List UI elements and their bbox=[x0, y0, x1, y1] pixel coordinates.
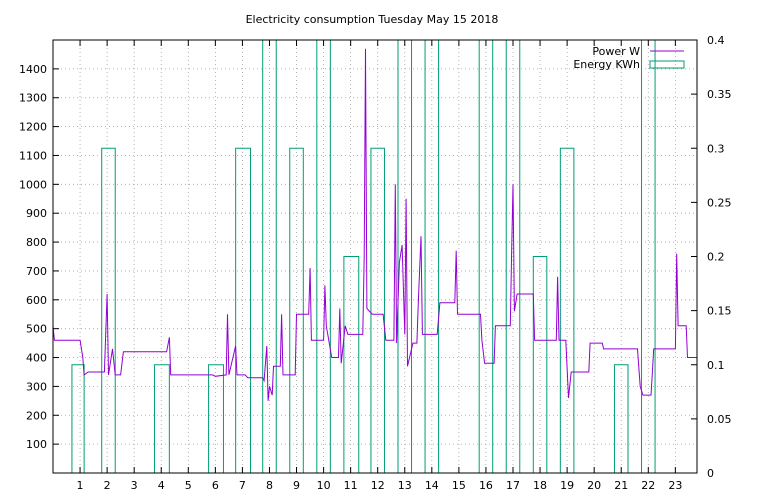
energy-bar bbox=[532, 256, 548, 473]
axes-layer: 1 2 3 4 5 6 7 8 9 10 11 12 13 14 15 16 17 18 19 20 21 22 23100… bbox=[19, 34, 732, 492]
energy-bar bbox=[71, 364, 85, 473]
y-tick-label: 700 bbox=[26, 265, 47, 278]
energy-bar bbox=[343, 256, 360, 473]
legend-label-power: Power W bbox=[592, 45, 640, 58]
x-tick-label: 22 bbox=[641, 479, 655, 492]
x-tick-label: 4 bbox=[158, 479, 165, 492]
x-tick-label: 2 bbox=[104, 479, 111, 492]
x-tick-label: 1 bbox=[77, 479, 84, 492]
x-tick-label: 5 bbox=[185, 479, 192, 492]
y-tick-label: 200 bbox=[26, 409, 47, 422]
energy-bar bbox=[370, 147, 385, 473]
chart-title: Electricity consumption Tuesday May 15 2… bbox=[246, 13, 499, 26]
y2-tick-label: 0.25 bbox=[707, 196, 732, 209]
x-tick-label: 19 bbox=[560, 479, 574, 492]
x-tick-label: 23 bbox=[668, 479, 682, 492]
x-tick-label: 18 bbox=[533, 479, 547, 492]
x-tick-label: 13 bbox=[398, 479, 412, 492]
energy-bar bbox=[153, 364, 170, 473]
y2-tick-label: 0.3 bbox=[707, 142, 725, 155]
legend-swatch-energy bbox=[649, 60, 685, 69]
y2-tick-label: 0.35 bbox=[707, 88, 732, 101]
y2-tick-label: 0.05 bbox=[707, 413, 732, 426]
y-tick-label: 300 bbox=[26, 380, 47, 393]
y-tick-label: 1300 bbox=[19, 92, 47, 105]
energy-bar bbox=[208, 364, 224, 473]
series-layer bbox=[52, 39, 697, 473]
x-tick-label: 20 bbox=[587, 479, 601, 492]
x-tick-label: 21 bbox=[614, 479, 628, 492]
y-tick-label: 1400 bbox=[19, 63, 47, 76]
y-tick-label: 500 bbox=[26, 323, 47, 336]
y-tick-label: 400 bbox=[26, 352, 47, 365]
energy-bar bbox=[235, 147, 252, 473]
y2-tick-label: 0.4 bbox=[707, 34, 725, 47]
y2-tick-label: 0.15 bbox=[707, 305, 732, 318]
legend: Power W Energy KWh bbox=[573, 45, 685, 71]
x-tick-label: 6 bbox=[212, 479, 219, 492]
x-tick-label: 7 bbox=[239, 479, 246, 492]
y2-tick-label: 0 bbox=[707, 467, 714, 480]
y-tick-label: 800 bbox=[26, 236, 47, 249]
energy-bar bbox=[101, 147, 116, 473]
y2-tick-label: 0.1 bbox=[707, 359, 725, 372]
x-tick-label: 11 bbox=[344, 479, 358, 492]
plot-border bbox=[52, 39, 698, 474]
power-line bbox=[52, 48, 697, 401]
x-tick-label: 14 bbox=[425, 479, 439, 492]
y-tick-label: 600 bbox=[26, 294, 47, 307]
energy-bar bbox=[613, 364, 629, 473]
y2-tick-label: 0.2 bbox=[707, 251, 725, 264]
grid-layer bbox=[53, 40, 697, 473]
y-tick-label: 1200 bbox=[19, 121, 47, 134]
energy-bar bbox=[289, 147, 304, 473]
x-tick-label: 15 bbox=[452, 479, 466, 492]
x-tick-label: 8 bbox=[266, 479, 273, 492]
y-tick-label: 1100 bbox=[19, 149, 47, 162]
legend-label-energy: Energy KWh bbox=[573, 58, 640, 71]
x-tick-label: 3 bbox=[131, 479, 138, 492]
x-tick-label: 10 bbox=[317, 479, 331, 492]
x-tick-label: 17 bbox=[506, 479, 520, 492]
x-tick-label: 12 bbox=[371, 479, 385, 492]
energy-bar bbox=[559, 147, 575, 473]
x-tick-label: 16 bbox=[479, 479, 493, 492]
y-tick-label: 900 bbox=[26, 207, 47, 220]
y-tick-label: 100 bbox=[26, 438, 47, 451]
y-tick-label: 1000 bbox=[19, 178, 47, 191]
x-tick-label: 9 bbox=[293, 479, 300, 492]
